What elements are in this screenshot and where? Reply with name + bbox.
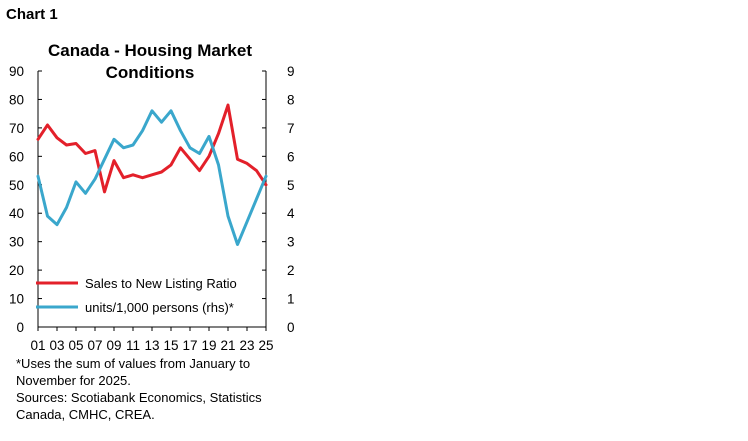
- left-tick-label: 20: [9, 263, 24, 278]
- left-tick-label: 80: [9, 92, 24, 107]
- x-tick-label: 03: [49, 338, 64, 353]
- axes: [37, 70, 267, 331]
- left-tick-label: 40: [9, 206, 24, 221]
- right-tick-label: 9: [287, 64, 295, 79]
- right-tick-label: 4: [287, 206, 295, 221]
- x-tick-label: 25: [258, 338, 273, 353]
- left-tick-label: 60: [9, 149, 24, 164]
- chart-title-line-1: Canada - Housing Market: [48, 41, 252, 60]
- series-line-sales-ratio: [36, 103, 268, 194]
- right-tick-label: 1: [287, 292, 295, 307]
- left-tick-label: 0: [16, 320, 24, 335]
- x-tick-label: 11: [126, 338, 140, 353]
- x-tick-label: 13: [144, 338, 159, 353]
- left-tick-label: 70: [9, 121, 24, 136]
- right-tick-label: 3: [287, 235, 295, 250]
- chart-title-line-2: Conditions: [106, 63, 195, 82]
- chart-label: Chart 1: [6, 6, 58, 23]
- x-tick-label: 05: [68, 338, 83, 353]
- x-tick-label: 17: [182, 338, 197, 353]
- right-tick-label: 8: [287, 92, 295, 107]
- x-tick-label: 19: [201, 338, 216, 353]
- right-tick-label: 2: [287, 263, 295, 278]
- legend-label-units-per-1000: units/1,000 persons (rhs)*: [85, 300, 234, 315]
- right-tick-label: 7: [287, 121, 295, 136]
- left-tick-label: 50: [9, 178, 24, 193]
- footnote: *Uses the sum of values from January to …: [16, 356, 251, 388]
- sources-note: Sources: Scotiabank Economics, Statistic…: [16, 390, 262, 422]
- right-tick-label: 0: [287, 320, 295, 335]
- right-tick-label: 6: [287, 149, 295, 164]
- x-tick-label: 09: [106, 338, 121, 353]
- x-tick-label: 23: [239, 338, 254, 353]
- x-tick-label: 21: [220, 338, 235, 353]
- x-tick-label: 07: [87, 338, 102, 353]
- series-lines: [36, 103, 268, 246]
- left-tick-label: 10: [9, 292, 24, 307]
- right-tick-label: 5: [287, 178, 295, 193]
- x-tick-label: 15: [163, 338, 178, 353]
- legend: Sales to New Listing Ratio units/1,000 p…: [36, 276, 237, 315]
- series-line-units-per-1000: [36, 109, 268, 246]
- legend-label-sales-ratio: Sales to New Listing Ratio: [85, 276, 237, 291]
- left-tick-label: 30: [9, 235, 24, 250]
- left-tick-label: 90: [9, 64, 24, 79]
- x-tick-label: 01: [30, 338, 45, 353]
